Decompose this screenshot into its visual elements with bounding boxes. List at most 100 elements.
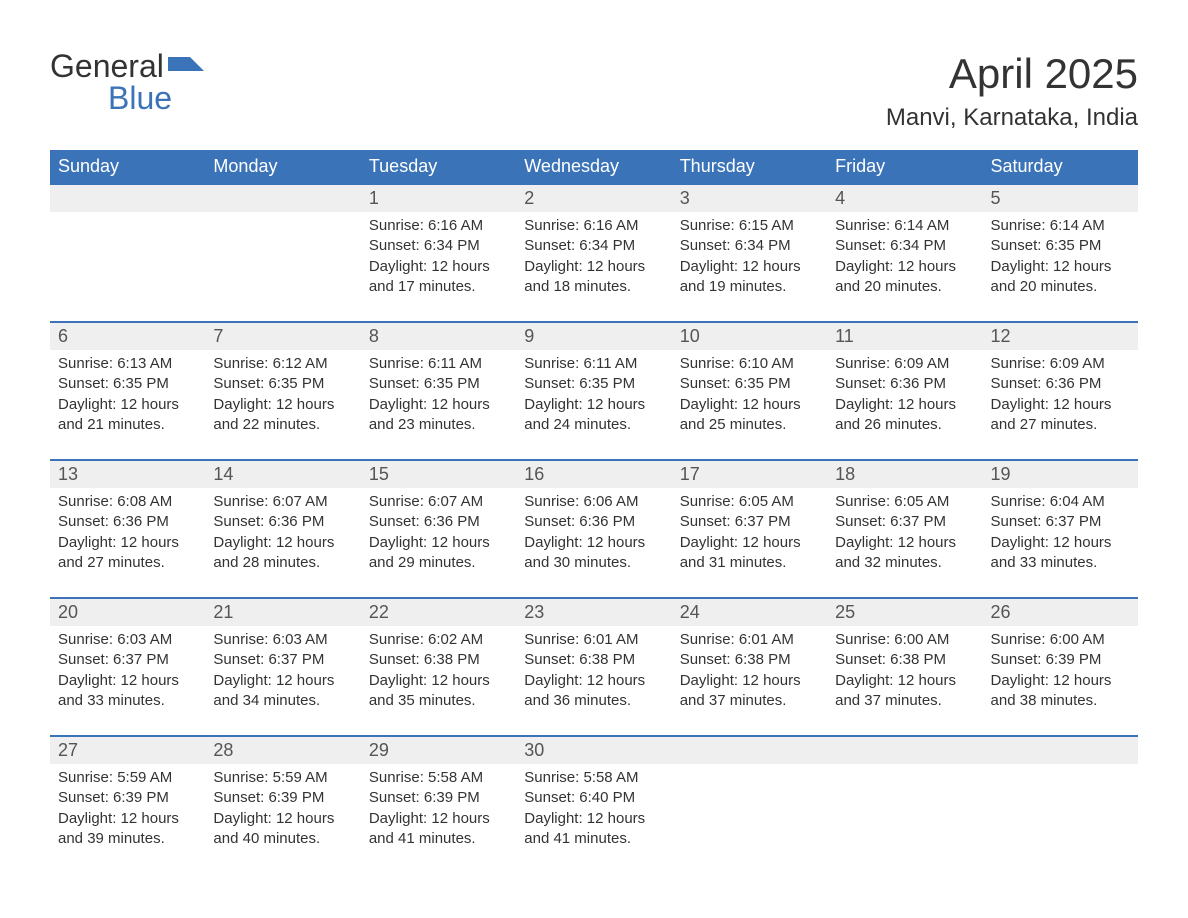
day-detail: Sunrise: 6:02 AMSunset: 6:38 PMDaylight:… bbox=[361, 626, 516, 736]
sunrise-text: Sunrise: 6:15 AM bbox=[680, 216, 819, 236]
day-detail: Sunrise: 6:10 AMSunset: 6:35 PMDaylight:… bbox=[672, 350, 827, 460]
day-number: 11 bbox=[827, 322, 982, 350]
sunset-text: Sunset: 6:39 PM bbox=[991, 650, 1130, 670]
dow-sunday: Sunday bbox=[50, 150, 205, 184]
day-detail: Sunrise: 6:00 AMSunset: 6:39 PMDaylight:… bbox=[983, 626, 1138, 736]
day-number: 19 bbox=[983, 460, 1138, 488]
day-detail: Sunrise: 6:16 AMSunset: 6:34 PMDaylight:… bbox=[361, 212, 516, 322]
day-number bbox=[50, 184, 205, 212]
day-number: 20 bbox=[50, 598, 205, 626]
daylight-text: Daylight: 12 hours and 41 minutes. bbox=[369, 809, 508, 850]
sunrise-text: Sunrise: 6:00 AM bbox=[991, 630, 1130, 650]
logo-word-2: Blue bbox=[50, 80, 172, 116]
sunrise-text: Sunrise: 6:07 AM bbox=[213, 492, 352, 512]
day-number: 2 bbox=[516, 184, 671, 212]
day-detail: Sunrise: 6:06 AMSunset: 6:36 PMDaylight:… bbox=[516, 488, 671, 598]
daylight-text: Daylight: 12 hours and 25 minutes. bbox=[680, 395, 819, 436]
daylight-text: Daylight: 12 hours and 21 minutes. bbox=[58, 395, 197, 436]
day-number bbox=[827, 736, 982, 764]
sunrise-text: Sunrise: 6:00 AM bbox=[835, 630, 974, 650]
sunrise-text: Sunrise: 6:01 AM bbox=[680, 630, 819, 650]
daylight-text: Daylight: 12 hours and 38 minutes. bbox=[991, 671, 1130, 712]
day-detail bbox=[827, 764, 982, 874]
week-daynum-row: 27282930 bbox=[50, 736, 1138, 764]
sunrise-text: Sunrise: 6:13 AM bbox=[58, 354, 197, 374]
sunset-text: Sunset: 6:36 PM bbox=[835, 374, 974, 394]
logo-word-1: General bbox=[50, 48, 164, 84]
sunset-text: Sunset: 6:38 PM bbox=[524, 650, 663, 670]
daylight-text: Daylight: 12 hours and 24 minutes. bbox=[524, 395, 663, 436]
sunset-text: Sunset: 6:36 PM bbox=[58, 512, 197, 532]
sunset-text: Sunset: 6:37 PM bbox=[213, 650, 352, 670]
day-number bbox=[672, 736, 827, 764]
day-detail: Sunrise: 6:12 AMSunset: 6:35 PMDaylight:… bbox=[205, 350, 360, 460]
sunset-text: Sunset: 6:35 PM bbox=[524, 374, 663, 394]
sunset-text: Sunset: 6:35 PM bbox=[991, 236, 1130, 256]
week-daynum-row: 20212223242526 bbox=[50, 598, 1138, 626]
sunrise-text: Sunrise: 6:05 AM bbox=[680, 492, 819, 512]
daylight-text: Daylight: 12 hours and 27 minutes. bbox=[991, 395, 1130, 436]
day-detail: Sunrise: 6:00 AMSunset: 6:38 PMDaylight:… bbox=[827, 626, 982, 736]
day-number: 8 bbox=[361, 322, 516, 350]
sunrise-text: Sunrise: 6:10 AM bbox=[680, 354, 819, 374]
sunrise-text: Sunrise: 6:03 AM bbox=[213, 630, 352, 650]
sunrise-text: Sunrise: 6:11 AM bbox=[369, 354, 508, 374]
day-detail: Sunrise: 6:13 AMSunset: 6:35 PMDaylight:… bbox=[50, 350, 205, 460]
day-number: 10 bbox=[672, 322, 827, 350]
day-detail: Sunrise: 6:04 AMSunset: 6:37 PMDaylight:… bbox=[983, 488, 1138, 598]
day-detail: Sunrise: 6:07 AMSunset: 6:36 PMDaylight:… bbox=[361, 488, 516, 598]
sunrise-text: Sunrise: 6:11 AM bbox=[524, 354, 663, 374]
day-number: 28 bbox=[205, 736, 360, 764]
sunset-text: Sunset: 6:34 PM bbox=[369, 236, 508, 256]
sunset-text: Sunset: 6:38 PM bbox=[369, 650, 508, 670]
day-detail: Sunrise: 5:58 AMSunset: 6:39 PMDaylight:… bbox=[361, 764, 516, 874]
month-title: April 2025 bbox=[886, 50, 1138, 98]
sunset-text: Sunset: 6:40 PM bbox=[524, 788, 663, 808]
week-detail-row: Sunrise: 6:13 AMSunset: 6:35 PMDaylight:… bbox=[50, 350, 1138, 460]
dow-wednesday: Wednesday bbox=[516, 150, 671, 184]
day-number: 6 bbox=[50, 322, 205, 350]
daylight-text: Daylight: 12 hours and 27 minutes. bbox=[58, 533, 197, 574]
dow-monday: Monday bbox=[205, 150, 360, 184]
day-detail: Sunrise: 6:14 AMSunset: 6:35 PMDaylight:… bbox=[983, 212, 1138, 322]
day-number: 18 bbox=[827, 460, 982, 488]
daylight-text: Daylight: 12 hours and 31 minutes. bbox=[680, 533, 819, 574]
day-detail: Sunrise: 6:08 AMSunset: 6:36 PMDaylight:… bbox=[50, 488, 205, 598]
daylight-text: Daylight: 12 hours and 39 minutes. bbox=[58, 809, 197, 850]
daylight-text: Daylight: 12 hours and 23 minutes. bbox=[369, 395, 508, 436]
sunrise-text: Sunrise: 6:14 AM bbox=[991, 216, 1130, 236]
day-detail: Sunrise: 6:05 AMSunset: 6:37 PMDaylight:… bbox=[827, 488, 982, 598]
dow-saturday: Saturday bbox=[983, 150, 1138, 184]
sunrise-text: Sunrise: 5:59 AM bbox=[58, 768, 197, 788]
sunset-text: Sunset: 6:39 PM bbox=[213, 788, 352, 808]
sunset-text: Sunset: 6:37 PM bbox=[991, 512, 1130, 532]
sunset-text: Sunset: 6:34 PM bbox=[680, 236, 819, 256]
sunset-text: Sunset: 6:34 PM bbox=[835, 236, 974, 256]
day-detail: Sunrise: 6:09 AMSunset: 6:36 PMDaylight:… bbox=[827, 350, 982, 460]
calendar-body: 12345Sunrise: 6:16 AMSunset: 6:34 PMDayl… bbox=[50, 184, 1138, 874]
day-number: 25 bbox=[827, 598, 982, 626]
page-header: General Blue April 2025 Manvi, Karnataka… bbox=[50, 50, 1138, 132]
daylight-text: Daylight: 12 hours and 35 minutes. bbox=[369, 671, 508, 712]
sunset-text: Sunset: 6:38 PM bbox=[835, 650, 974, 670]
week-detail-row: Sunrise: 5:59 AMSunset: 6:39 PMDaylight:… bbox=[50, 764, 1138, 874]
day-number: 7 bbox=[205, 322, 360, 350]
daylight-text: Daylight: 12 hours and 20 minutes. bbox=[835, 257, 974, 298]
calendar-page: General Blue April 2025 Manvi, Karnataka… bbox=[0, 0, 1188, 904]
day-detail: Sunrise: 6:03 AMSunset: 6:37 PMDaylight:… bbox=[50, 626, 205, 736]
day-detail: Sunrise: 6:07 AMSunset: 6:36 PMDaylight:… bbox=[205, 488, 360, 598]
day-number: 23 bbox=[516, 598, 671, 626]
daylight-text: Daylight: 12 hours and 40 minutes. bbox=[213, 809, 352, 850]
day-detail: Sunrise: 6:15 AMSunset: 6:34 PMDaylight:… bbox=[672, 212, 827, 322]
daylight-text: Daylight: 12 hours and 34 minutes. bbox=[213, 671, 352, 712]
week-detail-row: Sunrise: 6:16 AMSunset: 6:34 PMDaylight:… bbox=[50, 212, 1138, 322]
week-daynum-row: 13141516171819 bbox=[50, 460, 1138, 488]
daylight-text: Daylight: 12 hours and 30 minutes. bbox=[524, 533, 663, 574]
sunset-text: Sunset: 6:36 PM bbox=[369, 512, 508, 532]
day-number: 5 bbox=[983, 184, 1138, 212]
sunset-text: Sunset: 6:37 PM bbox=[58, 650, 197, 670]
location-subtitle: Manvi, Karnataka, India bbox=[886, 104, 1138, 132]
day-number bbox=[205, 184, 360, 212]
daylight-text: Daylight: 12 hours and 17 minutes. bbox=[369, 257, 508, 298]
day-number: 9 bbox=[516, 322, 671, 350]
